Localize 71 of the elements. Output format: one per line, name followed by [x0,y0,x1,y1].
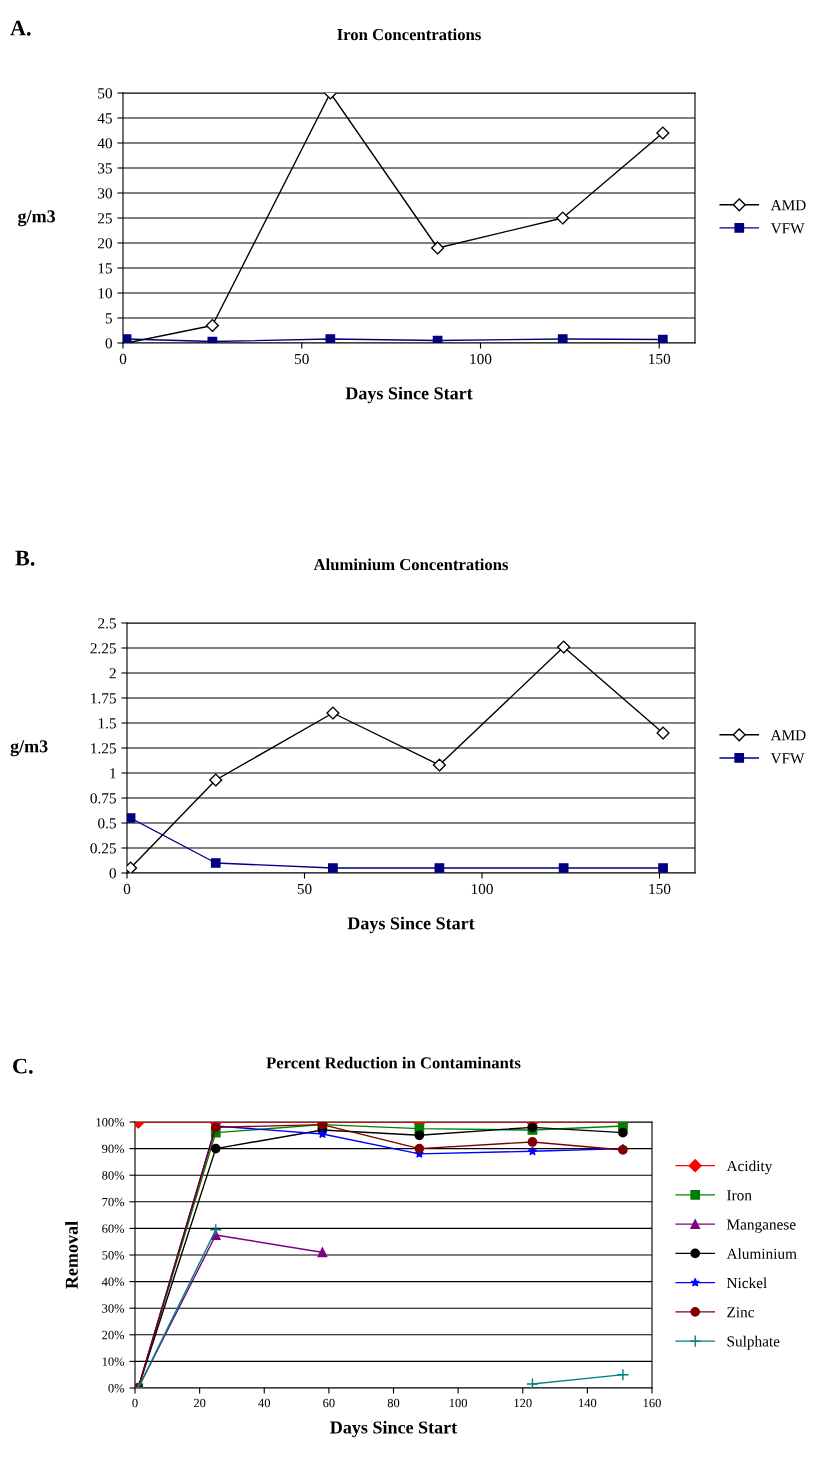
y-tick-label: 20 [97,238,112,249]
x-tick-label: 100 [449,1398,468,1408]
y-tick-label: 15 [98,263,112,274]
legend-label: Acidity [726,1160,773,1175]
y-tick-label: 50% [102,1251,125,1260]
x-tick-label: 0 [132,1398,138,1408]
y-tick-label: 10% [102,1357,125,1366]
x-tick-label: 150 [649,353,671,365]
legend-label: Iron [727,1190,752,1201]
y-tick-label: 60% [102,1224,125,1233]
y-tick-label: 0.5 [98,818,116,829]
y-tick-label: 2.25 [90,643,116,654]
y-tick-label: 2 [109,668,116,679]
chart-title: Iron Concentrations [337,28,481,41]
y-axis-title: Removal [65,1221,78,1289]
y-tick-label: 5 [105,313,112,324]
legend-label: Sulphate [727,1335,780,1350]
y-tick-label: 0.75 [90,793,116,804]
chart-title: Aluminium Concentrations [313,558,509,571]
y-tick-label: 0 [109,868,116,879]
x-tick-label: 160 [643,1398,661,1408]
x-axis-title: Days Since Start [345,386,473,404]
x-tick-label: 100 [471,883,493,895]
y-tick-label: 70% [102,1197,125,1207]
y-tick-label: 35 [98,163,112,174]
y-tick-label: 100% [96,1118,125,1127]
y-tick-label: 0% [108,1384,125,1393]
y-tick-label: 50 [98,88,112,99]
y-tick-label: 90% [102,1144,125,1154]
legend-label: VFW [770,753,805,764]
y-tick-label: 80% [102,1171,125,1180]
chart-title: Percent Reduction in Contaminants [266,1056,521,1069]
x-tick-label: 50 [297,883,312,895]
y-tick-label: 40% [101,1277,125,1287]
y-tick-label: 10 [98,288,112,299]
y-tick-label: 1.25 [91,743,116,754]
x-tick-label: 40 [258,1398,271,1408]
legend-label: Manganese [726,1219,796,1233]
y-tick-label: 30% [102,1304,125,1313]
y-tick-label: 1.75 [91,693,116,704]
y-axis-title: g/m3 [18,210,56,227]
x-tick-label: 60 [323,1398,335,1408]
y-tick-label: 2.5 [98,618,116,629]
x-tick-label: 20 [193,1398,206,1408]
text: B. [15,550,35,566]
x-tick-label: 150 [649,883,671,895]
y-tick-label: 45 [97,113,112,124]
y-tick-label: 1.5 [98,718,116,729]
x-tick-label: 100 [470,353,492,365]
y-axis-title: g/m3 [10,740,48,757]
x-tick-label: 50 [295,353,309,365]
legend-label: VFW [770,223,805,234]
text: A. [10,20,31,36]
x-axis-title: Days Since Start [347,916,475,934]
x-tick-label: 80 [387,1398,400,1408]
y-tick-label: 30 [98,188,112,199]
y-tick-label: 0.25 [90,843,116,854]
text: C. [13,1058,33,1074]
legend-label: Aluminium [726,1248,797,1259]
x-tick-label: 140 [579,1398,597,1408]
y-tick-label: 1 [110,768,116,779]
y-tick-label: 40 [97,138,112,149]
legend-label: AMD [770,730,806,741]
y-tick-label: 25 [97,213,112,224]
legend-label: Zinc [727,1307,755,1318]
y-tick-label: 0 [105,338,112,349]
legend-label: AMD [770,200,806,211]
y-tick-label: 20% [102,1330,125,1340]
legend-label: Nickel [726,1277,767,1289]
x-tick-label: 120 [514,1398,532,1408]
x-axis-title: Days Since Start [330,1420,458,1438]
